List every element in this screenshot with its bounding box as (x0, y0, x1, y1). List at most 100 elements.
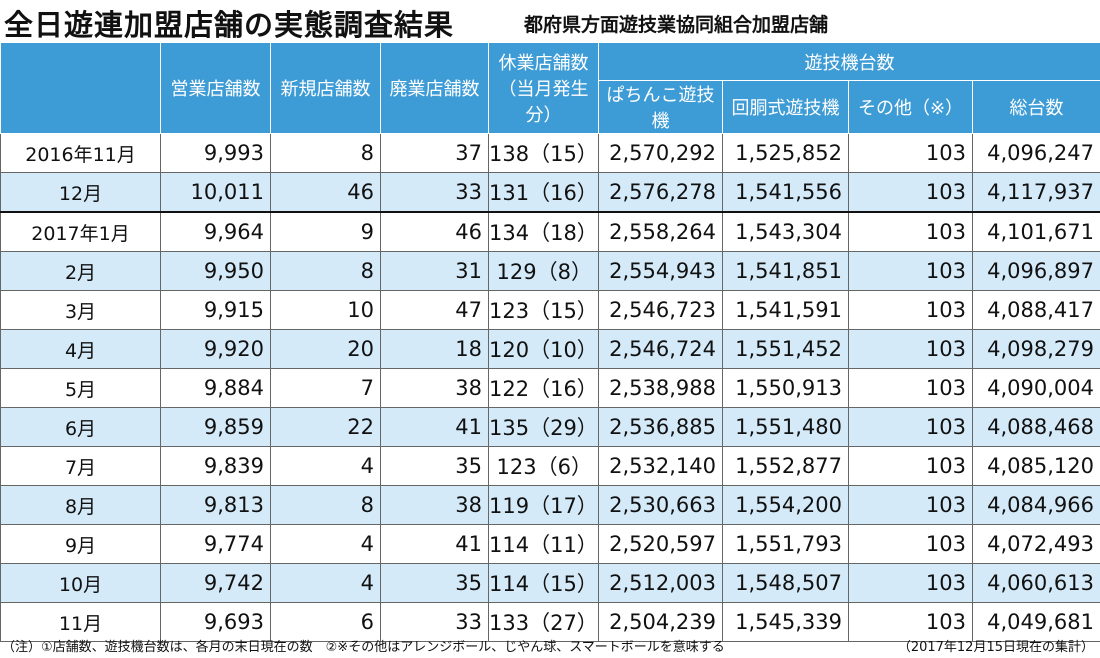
table-cell: 4,098,279 (972, 329, 1100, 369)
row-label: 8月 (0, 485, 161, 525)
table-cell: 47 (380, 290, 489, 330)
table-cell: 122（16） (488, 368, 599, 408)
table-cell: 4,088,468 (972, 407, 1100, 447)
table-cell: 31 (380, 251, 489, 291)
table-cell: 103 (848, 329, 973, 369)
table-cell: 103 (848, 368, 973, 408)
table-row: 8月 9,813 8 38 119（17） 2,530,663 1,554,200 103 4,… (0, 485, 1100, 525)
table-cell: 1,541,556 (722, 172, 849, 213)
table-cell: 119（17） (488, 485, 599, 525)
table-row: 2016年11月 9,993 8 37 138（15） 2,570,292 1,525,85… (0, 133, 1100, 173)
table-cell: 2,558,264 (598, 211, 723, 252)
table-cell: 2,546,724 (598, 329, 723, 369)
table-cell: 1,545,339 (722, 602, 849, 642)
table-cell: 103 (848, 446, 973, 486)
column-header: 回胴式遊技機 (722, 80, 849, 134)
table-cell: 103 (848, 172, 973, 213)
table-cell: 35 (380, 563, 489, 603)
table-cell: 103 (848, 251, 973, 291)
table-cell: 9,839 (160, 446, 271, 486)
table-cell: 133（27） (488, 602, 599, 642)
table-cell: 131（16） (488, 172, 599, 213)
table-cell: 4,060,613 (972, 563, 1100, 603)
table-row: 9月 9,774 4 41 114（11） 2,520,597 1,551,793 103 4,… (0, 524, 1100, 564)
table-cell: 41 (380, 524, 489, 564)
table-cell: 4,072,493 (972, 524, 1100, 564)
table-cell: 4,096,897 (972, 251, 1100, 291)
row-label: 2月 (0, 251, 161, 291)
table-row: 12月 10,011 46 33 131（16） 2,576,278 1,541,556 10… (0, 172, 1100, 213)
table-cell: 8 (270, 251, 381, 291)
table-cell: 9,915 (160, 290, 271, 330)
table-cell: 134（18） (488, 211, 599, 252)
table-cell: 9 (270, 211, 381, 252)
table-cell: 2,546,723 (598, 290, 723, 330)
table-cell: 9,964 (160, 211, 271, 252)
table-cell: 120（10） (488, 329, 599, 369)
table-cell: 2,520,597 (598, 524, 723, 564)
table-cell: 33 (380, 602, 489, 642)
row-label: 12月 (0, 172, 161, 213)
table-cell: 9,859 (160, 407, 271, 447)
row-label: 4月 (0, 329, 161, 369)
table-cell: 2,536,885 (598, 407, 723, 447)
table-cell: 2,554,943 (598, 251, 723, 291)
table-cell: 1,551,452 (722, 329, 849, 369)
table-cell: 123（15） (488, 290, 599, 330)
table-row: 5月 9,884 7 38 122（16） 2,538,988 1,550,913 103 4,… (0, 368, 1100, 408)
table-cell: 1,543,304 (722, 211, 849, 252)
column-header: 営業店舗数 (160, 42, 271, 134)
table-cell: 4,090,004 (972, 368, 1100, 408)
table-cell: 114（11） (488, 524, 599, 564)
table-cell: 1,551,480 (722, 407, 849, 447)
table-cell: 103 (848, 133, 973, 173)
table-cell: 4,096,247 (972, 133, 1100, 173)
table-cell: 1,554,200 (722, 485, 849, 525)
table-cell: 2,538,988 (598, 368, 723, 408)
table-row: 2017年1月 9,964 9 46 134（18） 2,558,264 1,543,304… (0, 211, 1100, 252)
table-cell: 114（15） (488, 563, 599, 603)
table-row: 10月 9,742 4 35 114（15） 2,512,003 1,548,507 103 4… (0, 563, 1100, 603)
table-cell: 4 (270, 446, 381, 486)
table-cell: 9,993 (160, 133, 271, 173)
table-cell: 1,541,851 (722, 251, 849, 291)
corner-cell (0, 42, 161, 134)
table-cell: 2,532,140 (598, 446, 723, 486)
table-cell: 18 (380, 329, 489, 369)
table-cell: 38 (380, 485, 489, 525)
table-body: 2016年11月 9,993 8 37 138（15） 2,570,292 1,525,85… (0, 133, 1100, 642)
subtitle: 都府県方面遊技業協同組合加盟店舗 (524, 14, 829, 36)
table-cell: 9,884 (160, 368, 271, 408)
table-cell: 4 (270, 563, 381, 603)
table-cell: 4,085,120 (972, 446, 1100, 486)
table-cell: 1,525,852 (722, 133, 849, 173)
header-line: （当月発生分） (498, 79, 589, 126)
table-cell: 138（15） (488, 133, 599, 173)
table-cell: 6 (270, 602, 381, 642)
table-cell: 103 (848, 563, 973, 603)
table-cell: 129（8） (488, 251, 599, 291)
row-label: 2017年1月 (0, 211, 161, 252)
row-label: 2016年11月 (0, 133, 161, 173)
table-cell: 22 (270, 407, 381, 447)
table-cell: 8 (270, 485, 381, 525)
table-row: 7月 9,839 4 35 123（6） 2,532,140 1,552,877 103 4,0… (0, 446, 1100, 486)
column-header: その他（※） (848, 80, 973, 134)
row-label: 3月 (0, 290, 161, 330)
table-cell: 8 (270, 133, 381, 173)
table-cell: 4,049,681 (972, 602, 1100, 642)
table-cell: 135（29） (488, 407, 599, 447)
column-header: 新規店舗数 (270, 42, 381, 134)
row-label: 6月 (0, 407, 161, 447)
table-cell: 4,101,671 (972, 211, 1100, 252)
row-label: 9月 (0, 524, 161, 564)
table-cell: 9,774 (160, 524, 271, 564)
row-label: 5月 (0, 368, 161, 408)
column-header: 廃業店舗数 (380, 42, 489, 134)
table-cell: 103 (848, 602, 973, 642)
table-cell: 1,551,793 (722, 524, 849, 564)
table-cell: 103 (848, 407, 973, 447)
table-cell: 103 (848, 524, 973, 564)
table-cell: 20 (270, 329, 381, 369)
table-row: 11月 9,693 6 33 133（27） 2,504,239 1,545,339 103 4… (0, 602, 1100, 642)
